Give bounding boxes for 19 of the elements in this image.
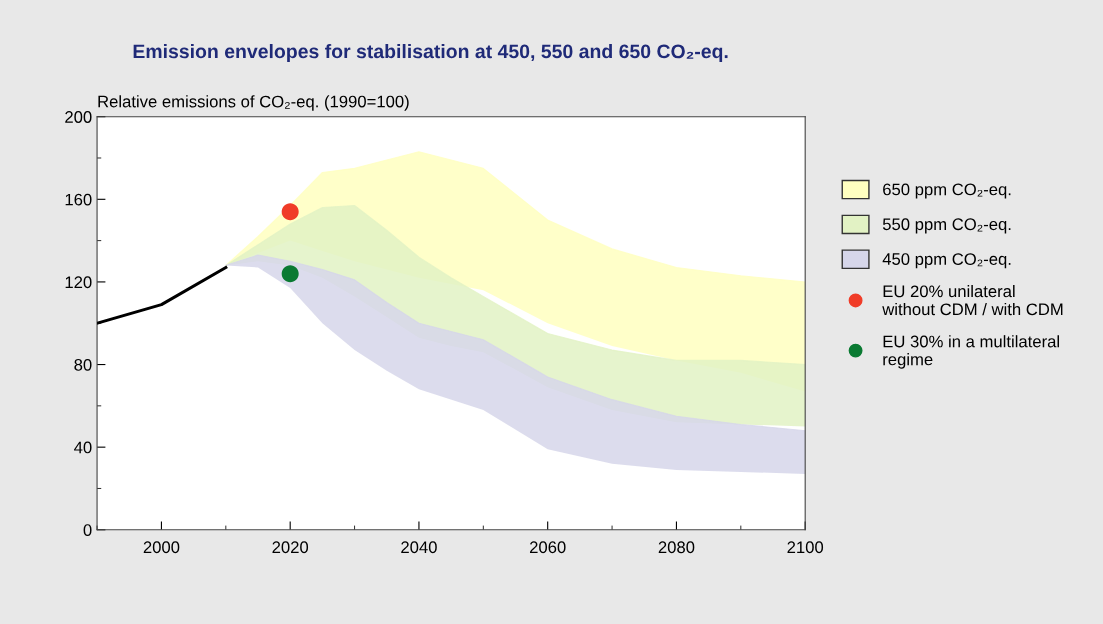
legend-label: EU 30% in a multilateral regime (883, 335, 1059, 369)
y-tick-label: 120 (65, 276, 92, 289)
y-tick-label: 0 (83, 524, 92, 536)
legend-label: 450 ppm CO₂-eq. (882, 253, 1011, 269)
y-tick-label: 200 (65, 111, 92, 123)
y-tick-label: 80 (74, 358, 92, 371)
x-tick-label: 2100 (787, 541, 824, 554)
chart-title: Emission envelopes for stabilisation at 450, 550 and 650 CO₂-eq. (133, 43, 728, 63)
y-tick-label: 40 (74, 441, 92, 454)
y-axis-title: Relative emissions of CO₂-eq. (1990=100) (98, 95, 409, 111)
x-tick-label: 2020 (272, 541, 309, 554)
x-tick-label: 2040 (401, 541, 437, 554)
y-tick-label: 160 (65, 193, 92, 206)
x-tick-label: 2060 (529, 541, 566, 554)
x-tick-label: 2080 (658, 541, 695, 554)
legend-label: 650 ppm CO₂-eq. (883, 183, 1011, 199)
x-tick-label: 2000 (143, 541, 180, 554)
legend-label: 550 ppm CO₂-eq. (882, 218, 1011, 234)
legend-label: EU 20% unilateral without CDM / with CDM (882, 284, 1063, 316)
